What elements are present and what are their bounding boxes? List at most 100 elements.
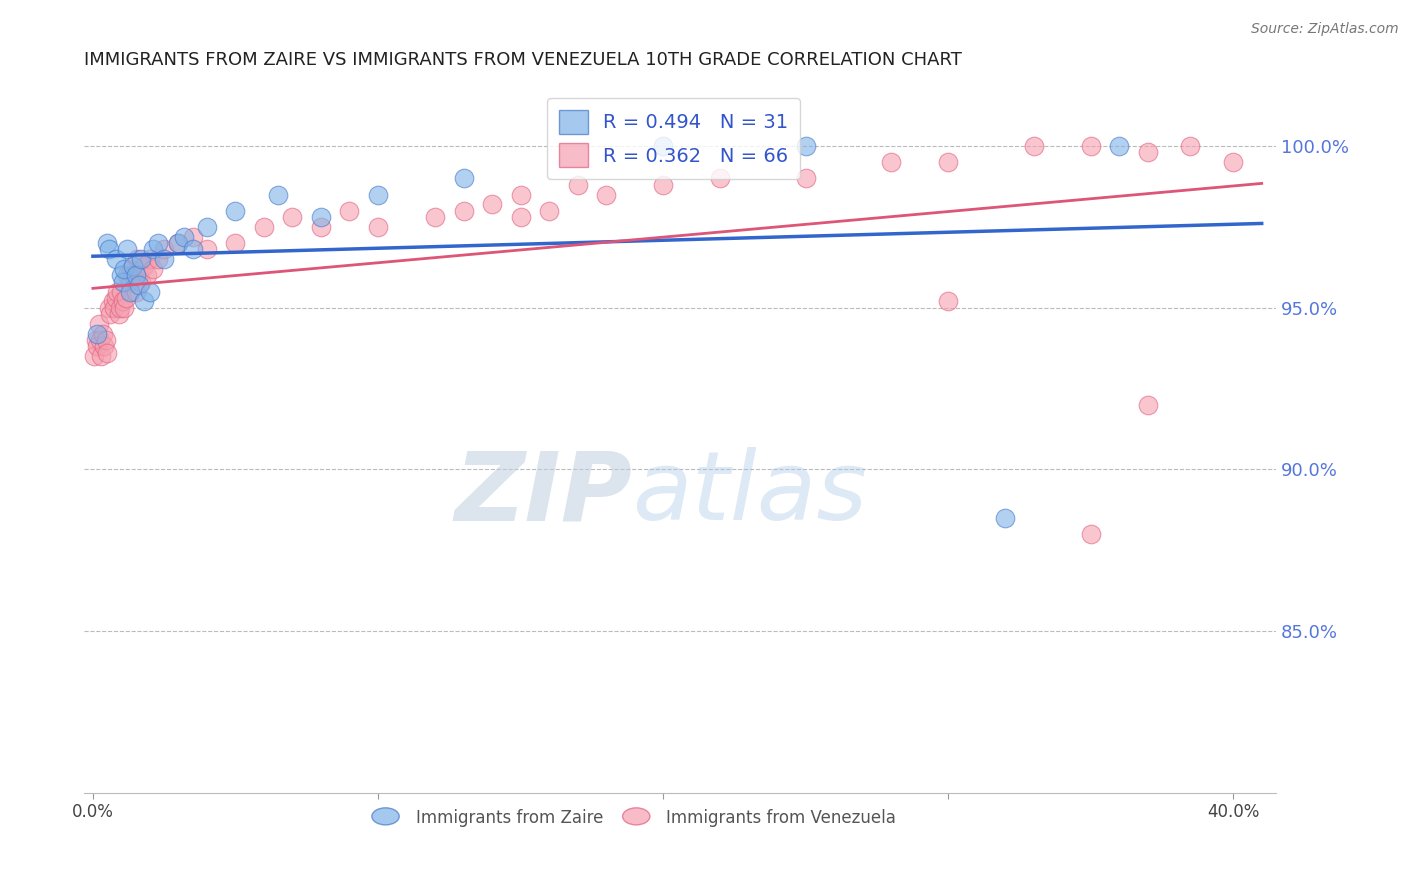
Point — [148, 235, 170, 250]
Point — [120, 261, 142, 276]
Point — [104, 252, 127, 267]
Point — [281, 210, 304, 224]
Point — [112, 301, 135, 315]
Point — [224, 203, 246, 218]
Point — [453, 203, 475, 218]
Point — [94, 333, 117, 347]
Point — [83, 349, 105, 363]
Point — [652, 139, 675, 153]
Point — [267, 187, 290, 202]
Point — [339, 203, 361, 218]
Point — [96, 235, 118, 250]
Text: ZIP: ZIP — [454, 448, 633, 541]
Point — [794, 139, 817, 153]
Point — [994, 511, 1017, 525]
Point — [131, 252, 153, 267]
Point — [153, 252, 176, 267]
Text: Source: ZipAtlas.com: Source: ZipAtlas.com — [1251, 22, 1399, 37]
Point — [181, 229, 204, 244]
Point — [142, 261, 165, 276]
Point — [936, 294, 959, 309]
Point — [173, 229, 195, 244]
Point — [114, 291, 136, 305]
Point — [127, 252, 149, 267]
Point — [89, 333, 111, 347]
Point — [110, 268, 132, 283]
Point — [367, 187, 389, 202]
Point — [97, 243, 120, 257]
Point — [1080, 139, 1102, 153]
Point — [128, 268, 150, 283]
Point — [1180, 139, 1202, 153]
Point — [86, 326, 108, 341]
Point — [1136, 145, 1159, 160]
Point — [195, 219, 218, 234]
Point — [1222, 155, 1244, 169]
Point — [134, 294, 156, 309]
Point — [105, 285, 128, 299]
Point — [167, 235, 190, 250]
Point — [103, 301, 125, 315]
Point — [118, 285, 141, 299]
Point — [121, 268, 143, 283]
Point — [87, 317, 110, 331]
Point — [118, 275, 141, 289]
Point — [142, 243, 165, 257]
Point — [936, 155, 959, 169]
Point — [253, 219, 276, 234]
Point — [367, 219, 389, 234]
Point — [794, 171, 817, 186]
Point — [97, 301, 120, 315]
Point — [167, 235, 190, 250]
Text: atlas: atlas — [633, 448, 868, 541]
Point — [104, 291, 127, 305]
Point — [309, 210, 332, 224]
Point — [124, 268, 146, 283]
Point — [96, 346, 118, 360]
Point — [124, 285, 146, 299]
Point — [128, 278, 150, 293]
Point — [134, 259, 156, 273]
Point — [153, 243, 176, 257]
Text: IMMIGRANTS FROM ZAIRE VS IMMIGRANTS FROM VENEZUELA 10TH GRADE CORRELATION CHART: IMMIGRANTS FROM ZAIRE VS IMMIGRANTS FROM… — [84, 51, 962, 69]
Point — [195, 243, 218, 257]
Point — [509, 187, 531, 202]
Point — [115, 268, 138, 283]
Point — [139, 252, 162, 267]
Point — [309, 219, 332, 234]
Legend: Immigrants from Zaire, Immigrants from Venezuela: Immigrants from Zaire, Immigrants from V… — [363, 803, 903, 834]
Point — [1136, 398, 1159, 412]
Point — [111, 275, 134, 289]
Point — [84, 333, 107, 347]
Point — [111, 294, 134, 309]
Point — [139, 285, 162, 299]
Point — [1108, 139, 1130, 153]
Point — [224, 235, 246, 250]
Point — [98, 307, 121, 321]
Point — [131, 275, 153, 289]
Point — [107, 307, 129, 321]
Point — [93, 339, 115, 353]
Point — [652, 178, 675, 192]
Point — [101, 294, 124, 309]
Point — [91, 326, 114, 341]
Point — [453, 171, 475, 186]
Point — [115, 243, 138, 257]
Point — [121, 259, 143, 273]
Point — [537, 203, 560, 218]
Point — [110, 285, 132, 299]
Point — [481, 197, 503, 211]
Point — [567, 178, 589, 192]
Point — [148, 252, 170, 267]
Point — [880, 155, 903, 169]
Point — [90, 349, 112, 363]
Point — [108, 301, 131, 315]
Point — [136, 268, 159, 283]
Point — [1080, 527, 1102, 541]
Point — [112, 261, 135, 276]
Point — [423, 210, 446, 224]
Point — [595, 187, 617, 202]
Point — [86, 339, 108, 353]
Point — [1022, 139, 1045, 153]
Point — [181, 243, 204, 257]
